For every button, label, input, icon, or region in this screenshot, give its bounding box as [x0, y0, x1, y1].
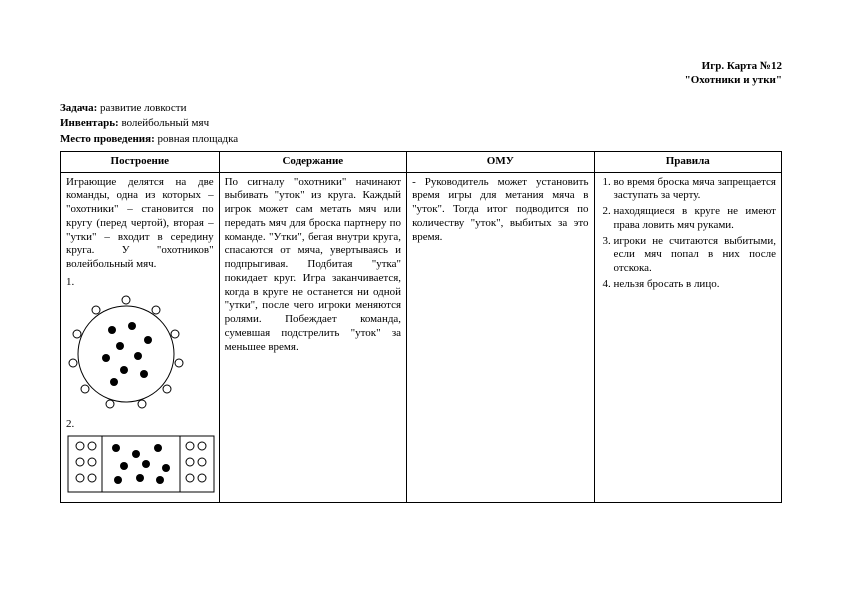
th-rules: Правила: [594, 151, 781, 172]
card-number: Игр. Карта №12: [60, 60, 782, 74]
meta-task-label: Задача:: [60, 102, 97, 114]
card-title: "Охотники и утки": [60, 74, 782, 88]
build-text: Играющие делятся на две команды, одна из…: [66, 176, 214, 272]
meta-place: Место проведения: ровная площадка: [60, 133, 782, 147]
cell-build: Играющие делятся на две команды, одна из…: [61, 172, 220, 502]
meta-inv-value: волейбольный мяч: [121, 117, 209, 129]
table-header-row: Построение Содержание ОМУ Правила: [61, 151, 782, 172]
rule-item: нельзя бросать в лицо.: [614, 278, 776, 292]
rule-item: во время броска мяча запрещается заступа…: [614, 176, 776, 204]
cell-omu: - Руководитель может установить время иг…: [407, 172, 594, 502]
diagram-1-wrap: 1. 2.: [66, 276, 214, 499]
meta-task: Задача: развитие ловкости: [60, 102, 782, 116]
th-omu: ОМУ: [407, 151, 594, 172]
cell-content: По сигналу "охотники" начинают выбивать …: [219, 172, 406, 502]
diagram-1: [66, 292, 186, 412]
cell-rules: во время броска мяча запрещается заступа…: [594, 172, 781, 502]
page: Игр. Карта №12 "Охотники и утки" Задача:…: [0, 0, 842, 503]
card-header: Игр. Карта №12 "Охотники и утки": [60, 60, 782, 88]
meta-inv-label: Инвентарь:: [60, 117, 119, 129]
th-build: Построение: [61, 151, 220, 172]
content-table: Построение Содержание ОМУ Правила Играющ…: [60, 151, 782, 503]
diagram-2-label: 2.: [66, 418, 214, 432]
table-body-row: Играющие делятся на две команды, одна из…: [61, 172, 782, 502]
rule-item: игроки не считаются выбитыми, если мяч п…: [614, 235, 776, 276]
meta-task-value: развитие ловкости: [100, 102, 186, 114]
diagram-1-label: 1.: [66, 276, 214, 290]
rule-item: находящиеся в круге не имеют права ловит…: [614, 205, 776, 233]
meta-place-value: ровная площадка: [158, 133, 239, 145]
diagram-2: [66, 434, 216, 494]
meta-inventory: Инвентарь: волейбольный мяч: [60, 117, 782, 131]
meta-place-label: Место проведения:: [60, 133, 155, 145]
rules-list: во время броска мяча запрещается заступа…: [614, 176, 776, 292]
th-content: Содержание: [219, 151, 406, 172]
